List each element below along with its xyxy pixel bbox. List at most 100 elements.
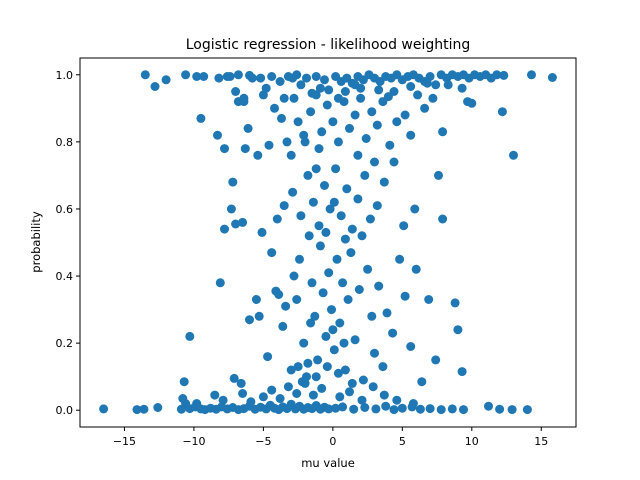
data-point [231,87,241,96]
data-point [363,264,373,274]
data-point [288,187,298,197]
data-point [253,150,263,160]
data-point [438,214,448,224]
data-point [347,224,357,234]
data-point [99,404,109,414]
data-point [417,377,427,387]
data-point [322,100,332,110]
data-point [325,204,335,214]
data-point [236,378,246,388]
data-point [254,311,264,321]
data-point [547,73,557,82]
data-point [345,123,354,133]
data-point [226,204,236,214]
data-point [406,342,416,351]
data-point [313,355,323,365]
data-point [308,390,318,400]
data-point [338,402,348,412]
data-point [270,103,279,113]
data-point [233,70,243,80]
data-point [220,144,229,154]
data-point [389,157,399,167]
data-point [299,338,309,348]
data-point [153,403,163,412]
data-point [450,298,460,308]
x-tick-label: −10 [182,435,205,448]
data-point [243,123,253,133]
data-point [132,405,142,415]
data-point [509,150,518,160]
data-point [410,204,420,214]
chart-title: Logistic regression - likelihood weighti… [186,37,471,53]
data-point [499,70,509,80]
data-point [214,73,224,83]
data-point [342,184,352,194]
data-point [308,197,318,207]
data-point [307,278,317,288]
data-point [428,93,438,103]
data-point [415,404,425,414]
data-point [431,80,441,90]
data-point [213,130,222,140]
data-point [238,389,248,398]
data-point [279,201,289,211]
data-point [388,328,398,338]
data-point [321,227,331,237]
data-point [321,331,331,341]
data-point [297,377,307,387]
data-point [368,382,378,392]
data-point [459,405,468,415]
data-point [328,325,338,335]
data-point [447,404,457,414]
data-point [349,404,359,414]
data-point [406,82,416,91]
data-point [293,117,303,127]
data-point [370,348,379,358]
data-point [434,170,443,180]
data-point [327,305,336,315]
data-point [178,394,188,403]
data-point [229,373,239,383]
data-point [360,170,370,180]
data-point [457,83,467,93]
data-point [240,144,250,154]
data-point [392,117,402,127]
data-point [239,97,249,107]
data-point [457,367,467,377]
x-tick-label: −5 [255,435,271,448]
data-point [196,113,206,123]
data-point [238,217,248,227]
data-point [332,254,342,264]
data-point [311,72,321,81]
data-point [311,372,321,382]
data-point [140,70,150,80]
data-point [277,113,286,123]
data-point [315,241,325,251]
data-point [304,231,314,241]
data-point [256,73,266,83]
data-point [283,382,293,392]
data-point [306,107,316,117]
y-tick-label: 0.4 [56,270,74,283]
data-point [372,201,382,211]
data-point [333,368,343,378]
data-point [365,214,375,224]
data-point [431,355,441,365]
x-tick-label: −15 [113,435,136,448]
data-point [317,127,327,137]
data-point [220,224,229,234]
data-point [374,85,384,95]
data-point [296,211,306,221]
x-tick-label: 5 [399,435,406,448]
data-point [438,127,448,137]
data-point [408,399,418,408]
data-point [400,110,410,120]
data-point [286,365,296,375]
data-point [310,311,320,321]
data-point [258,392,268,402]
data-point [422,78,432,88]
data-point [314,144,324,154]
data-point [333,137,343,147]
data-point [292,295,302,304]
data-point [281,301,291,311]
